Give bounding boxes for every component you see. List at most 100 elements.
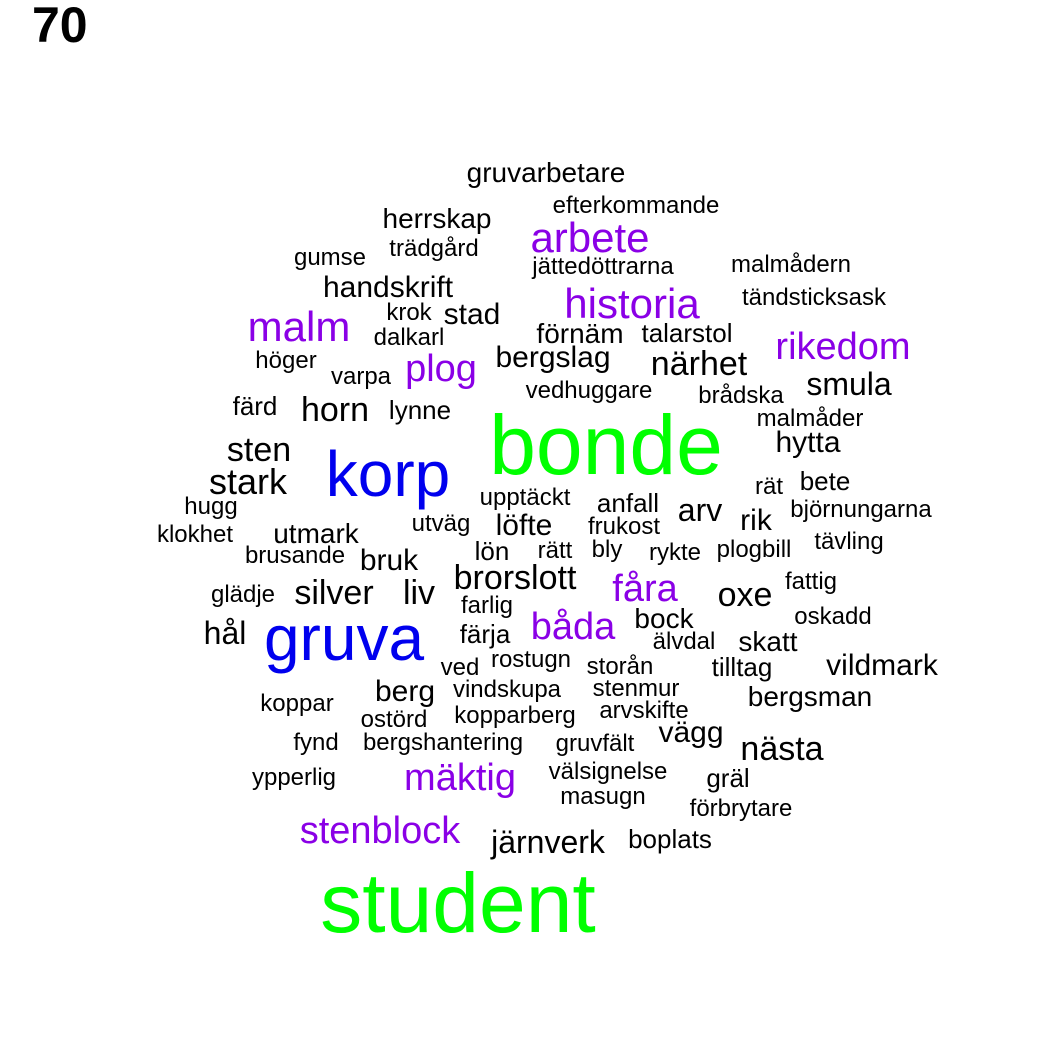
word-base: rät — [754, 473, 784, 500]
word-base: malmådern — [730, 251, 852, 278]
word-base: förnäm — [536, 318, 624, 349]
word-base: löfte — [495, 509, 553, 542]
word-base: tilltag — [711, 652, 773, 682]
word-base: stark — [208, 461, 288, 502]
word-base: gruvfält — [555, 730, 635, 757]
word-base: jättedöttrarna — [532, 253, 674, 280]
word-base: brusande — [244, 542, 346, 569]
word-medium: korp — [325, 438, 451, 510]
word-base: silver — [294, 574, 374, 612]
word-base: rostugn — [490, 646, 572, 673]
word-base: höger — [255, 347, 317, 374]
word-base: vägg — [658, 716, 724, 749]
word-base: björnungarna — [790, 496, 932, 523]
word-base: bete — [799, 466, 851, 496]
word-base: järnverk — [491, 824, 605, 860]
word-base: ypperlig — [251, 764, 337, 791]
word-base: tändsticksask — [741, 284, 887, 311]
word-base: bergshantering — [362, 729, 524, 756]
word-base: fynd — [293, 729, 339, 756]
word-base: klokhet — [156, 521, 234, 548]
word-small: fåra — [612, 568, 678, 610]
word-base: nästa — [740, 730, 824, 768]
word-base: tävling — [814, 528, 884, 555]
word-base: bergslag — [495, 341, 611, 374]
word-medium: gruva — [263, 602, 425, 674]
word-base: plogbill — [716, 536, 792, 563]
word-base: upptäckt — [479, 484, 571, 511]
word-base: älvdal — [652, 628, 716, 655]
word-base: glädje — [210, 581, 276, 608]
word-base: herrskap — [382, 203, 492, 234]
word-small: arbete — [530, 214, 650, 261]
word-base: brådska — [698, 382, 784, 409]
word-base: arv — [677, 492, 723, 528]
word-large: student — [320, 856, 596, 950]
word-base: färja — [459, 619, 511, 649]
word-base: färd — [232, 391, 278, 421]
word-small: historia — [564, 280, 700, 327]
word-base: fattig — [784, 568, 838, 595]
word-base: gruvarbetare — [466, 157, 626, 188]
word-base: talarstol — [641, 318, 733, 348]
word-base: koppar — [260, 690, 334, 717]
word-base: utväg — [411, 510, 471, 537]
word-base: vildmark — [826, 649, 938, 682]
word-base: ostörd — [360, 706, 428, 733]
word-base: rykte — [648, 539, 702, 566]
word-base: handskrift — [322, 271, 454, 304]
word-base: sten — [226, 431, 292, 469]
word-base: lön — [474, 536, 510, 566]
word-base: skatt — [738, 626, 798, 657]
word-base: krok — [386, 299, 432, 326]
word-base: frukost — [587, 513, 661, 540]
word-base: stenmur — [592, 675, 680, 702]
word-base: oskadd — [794, 603, 872, 630]
word-base: kopparberg — [454, 702, 576, 729]
word-base: utmark — [273, 518, 359, 549]
word-base: oxe — [717, 576, 773, 614]
word-base: efterkommande — [552, 192, 720, 219]
word-base: masugn — [560, 783, 646, 810]
word-base: vedhuggare — [525, 377, 653, 404]
word-small: malm — [247, 303, 351, 350]
word-base: stad — [443, 298, 501, 331]
word-base: ved — [440, 654, 480, 681]
word-base: bergsman — [747, 681, 873, 712]
word-base: vindskupa — [452, 676, 562, 703]
word-base: malmåder — [756, 405, 864, 432]
word-base: bock — [634, 603, 694, 634]
word-small: rikedom — [775, 326, 911, 368]
word-base: farlig — [460, 592, 514, 619]
word-small: mäktig — [404, 757, 516, 799]
word-base: brorslott — [453, 559, 577, 597]
word-base: förbrytare — [689, 795, 793, 822]
word-base: varpa — [330, 363, 392, 390]
word-small: stenblock — [299, 810, 461, 852]
word-base: hytta — [775, 426, 841, 459]
word-base: gumse — [293, 244, 367, 271]
word-base: arvskifte — [599, 697, 689, 724]
word-base: bly — [591, 536, 623, 563]
word-base: närhet — [650, 345, 748, 383]
word-base: rik — [740, 504, 772, 537]
word-base: liv — [402, 574, 436, 612]
word-small: plog — [405, 348, 477, 390]
word-large: bonde — [489, 398, 723, 492]
word-base: berg — [374, 675, 436, 708]
word-base: hugg — [184, 493, 238, 520]
word-base: välsignelse — [548, 758, 668, 785]
word-base: dalkarl — [373, 324, 445, 351]
word-base: rätt — [537, 537, 573, 564]
word-base: storån — [586, 653, 654, 680]
page-number: 70 — [32, 0, 88, 53]
word-base: smula — [806, 366, 892, 402]
word-base: trädgård — [389, 235, 479, 262]
word-base: gräl — [706, 763, 750, 793]
word-base: boplats — [628, 824, 712, 854]
word-base: lynne — [388, 395, 452, 425]
word-small: båda — [530, 606, 616, 648]
word-base: bruk — [359, 544, 419, 577]
word-base: anfall — [596, 488, 660, 518]
